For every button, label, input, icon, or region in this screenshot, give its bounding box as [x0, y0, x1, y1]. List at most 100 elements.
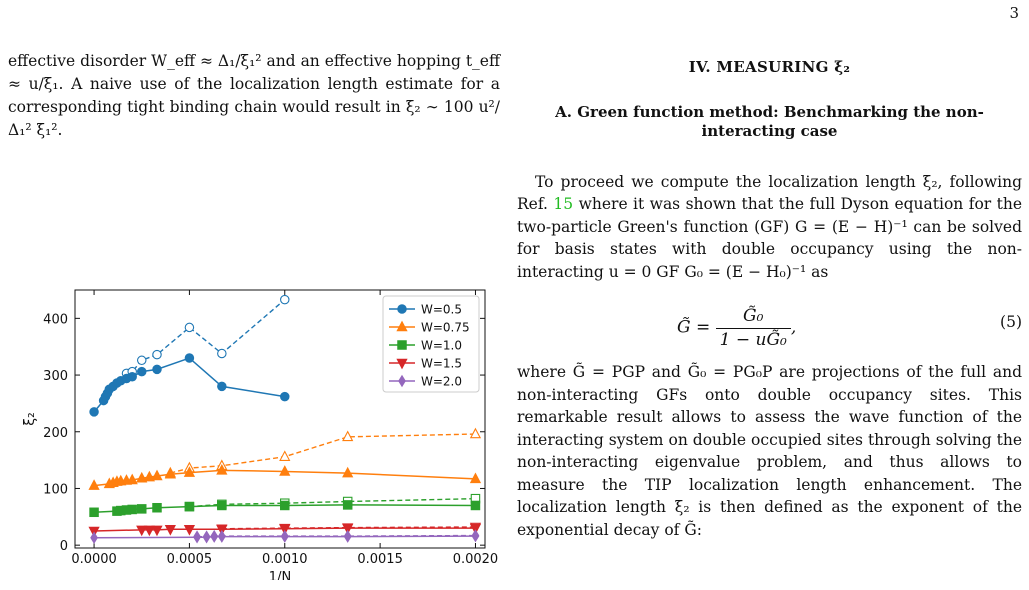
series-W-1-5-point [279, 524, 291, 536]
series-W-1-0-point [127, 504, 137, 515]
series-W-1-0-point [89, 507, 99, 518]
legend-label: W=0.75 [421, 321, 470, 335]
series-W-0-75-point [164, 467, 176, 479]
legend-box [382, 295, 480, 393]
plot-frame [74, 289, 486, 549]
x-tick-label: 0.0020 [453, 552, 499, 567]
series-W-0-5-point [217, 381, 227, 392]
equation-lhs: G̃ = [677, 317, 711, 338]
x-axis-label: 1/N [269, 570, 291, 580]
series-W-0-75-point [279, 465, 291, 476]
section-title: IV. MEASURING ξ₂ [688, 58, 851, 76]
series-W-1-5-point [164, 525, 176, 536]
series-W-1-0-point [217, 500, 227, 511]
y-tick-label: 400 [43, 312, 68, 327]
series-W-1-5-point [469, 523, 482, 535]
series-W-1-0-point [280, 500, 290, 511]
series-W-0-5-open-point [184, 322, 195, 333]
series-W-1-0-dashed-line [189, 497, 476, 508]
series-W-0-75-open-point [342, 430, 354, 442]
x-tick-label: 0.0000 [71, 552, 117, 567]
series-W-1-5-point [342, 523, 354, 535]
legend-label: W=1.0 [421, 339, 462, 353]
y-tick-label: 300 [43, 369, 68, 384]
legend-marker [397, 340, 407, 350]
series-W-2-0-point [471, 529, 480, 543]
left-column: effective disorder W_eff ≈ Δ₁/ξ₁² and an… [8, 50, 500, 142]
series-W-0-75-point [469, 472, 482, 484]
page-number: 3 [1009, 4, 1019, 22]
series-W-1-0-point [152, 502, 162, 513]
series-W-1-0-point [184, 501, 195, 512]
series-W-0-5-point [89, 407, 99, 417]
legend-label: W=1.5 [421, 357, 462, 371]
series-W-0-5-dashed-line [126, 299, 286, 375]
series-W-0-5-open-point [152, 349, 162, 360]
legend-label: W=2.0 [421, 375, 462, 389]
left-paragraph: effective disorder W_eff ≈ Δ₁/ξ₁² and an… [8, 52, 500, 139]
series-W-2-0-point [90, 531, 98, 545]
legend-label: W=0.5 [421, 303, 462, 317]
series-W-0-75-point [126, 473, 138, 485]
series-W-2-0-point [343, 530, 352, 543]
equation-tail: , [790, 317, 797, 338]
series-W-0-75-open-point [469, 427, 482, 439]
series-W-1-5-point [136, 525, 148, 537]
series-W-1-0-point [136, 504, 147, 514]
paragraph-1: To proceed we compute the localization l… [517, 171, 1022, 284]
paragraph-1-b: where it was shown that the full Dyson e… [517, 195, 1023, 281]
series-W-0-5-point [136, 366, 147, 377]
equation-denominator: 1 − uG̃₀ [719, 329, 787, 350]
series-W-0-75-point [88, 479, 100, 490]
series-W-0-5-open-point [217, 348, 227, 359]
right-column: IV. MEASURING ξ₂ A. Green function metho… [517, 56, 1022, 541]
equation-number: (5) [1000, 313, 1022, 331]
series-W-1-5-point [151, 525, 163, 537]
series-W-0-75-point [216, 463, 228, 475]
series-W-2-0-point [280, 530, 289, 543]
series-W-0-5-open-point [136, 355, 147, 366]
series-W-0-5-open-point [280, 294, 290, 305]
series-W-0-5-point [184, 353, 195, 363]
x-tick-label: 0.0015 [357, 552, 403, 567]
series-W-1-0-point [342, 500, 353, 510]
y-tick-label: 0 [60, 539, 68, 554]
series-W-2-0-point [217, 530, 226, 543]
series-W-2-0-point [202, 530, 211, 544]
series-W-0-5-point [280, 391, 290, 402]
series-W-1-5-solid-line [94, 527, 476, 532]
x-tick-label: 0.0005 [167, 552, 213, 567]
equation-5: G̃ = G̃₀ 1 − uG̃₀ , (5) [517, 291, 1022, 355]
paragraph-2: where G̃ = PGP and G̃₀ = PG₀P are projec… [517, 363, 1022, 539]
legend-marker [397, 304, 407, 314]
equation-numerator: G̃₀ [715, 305, 791, 329]
series-W-0-5-point [127, 372, 137, 382]
series-W-0-75-open-point [279, 450, 291, 461]
x-tick-label: 0.0010 [262, 552, 308, 567]
equation-body: G̃ = G̃₀ 1 − uG̃₀ , [677, 305, 796, 351]
legend-marker [396, 358, 408, 370]
series-W-0-75-point [151, 469, 163, 481]
figure-chart: 0.0000 0.0005 0.0010 0.0015 0.0020 0 100 200 300… [0, 280, 505, 585]
subsection-title: A. Green function method: Benchmarking t… [555, 102, 984, 140]
series-W-0-75-point [136, 471, 148, 483]
series-W-0-75-dashed-line [170, 433, 476, 474]
paragraph-1-a: To proceed we compute the localization l… [517, 172, 1022, 214]
series-W-1-0-point [470, 500, 481, 511]
reference-link[interactable]: 15 [553, 195, 574, 213]
y-axis-label: ξ₂ [22, 412, 38, 425]
series-W-1-5-point [143, 525, 155, 537]
series-W-1-5-point [183, 525, 196, 536]
equation-fraction: G̃₀ 1 − uG̃₀ [715, 305, 791, 351]
legend-marker [398, 374, 406, 388]
series-W-2-0-point [210, 530, 219, 543]
legend-marker [396, 320, 408, 332]
series-W-0-75-point [143, 470, 155, 482]
series-W-0-75-point [183, 466, 196, 477]
localization-length-chart: 0.0000 0.0005 0.0010 0.0015 0.0020 0 100 200 300… [22, 289, 499, 585]
y-tick-label: 200 [43, 426, 68, 441]
y-tick-label: 100 [43, 482, 68, 497]
series-W-0-5-point [152, 364, 162, 375]
series-W-0-75-point [342, 466, 354, 478]
series-W-2-0-point [193, 530, 201, 544]
